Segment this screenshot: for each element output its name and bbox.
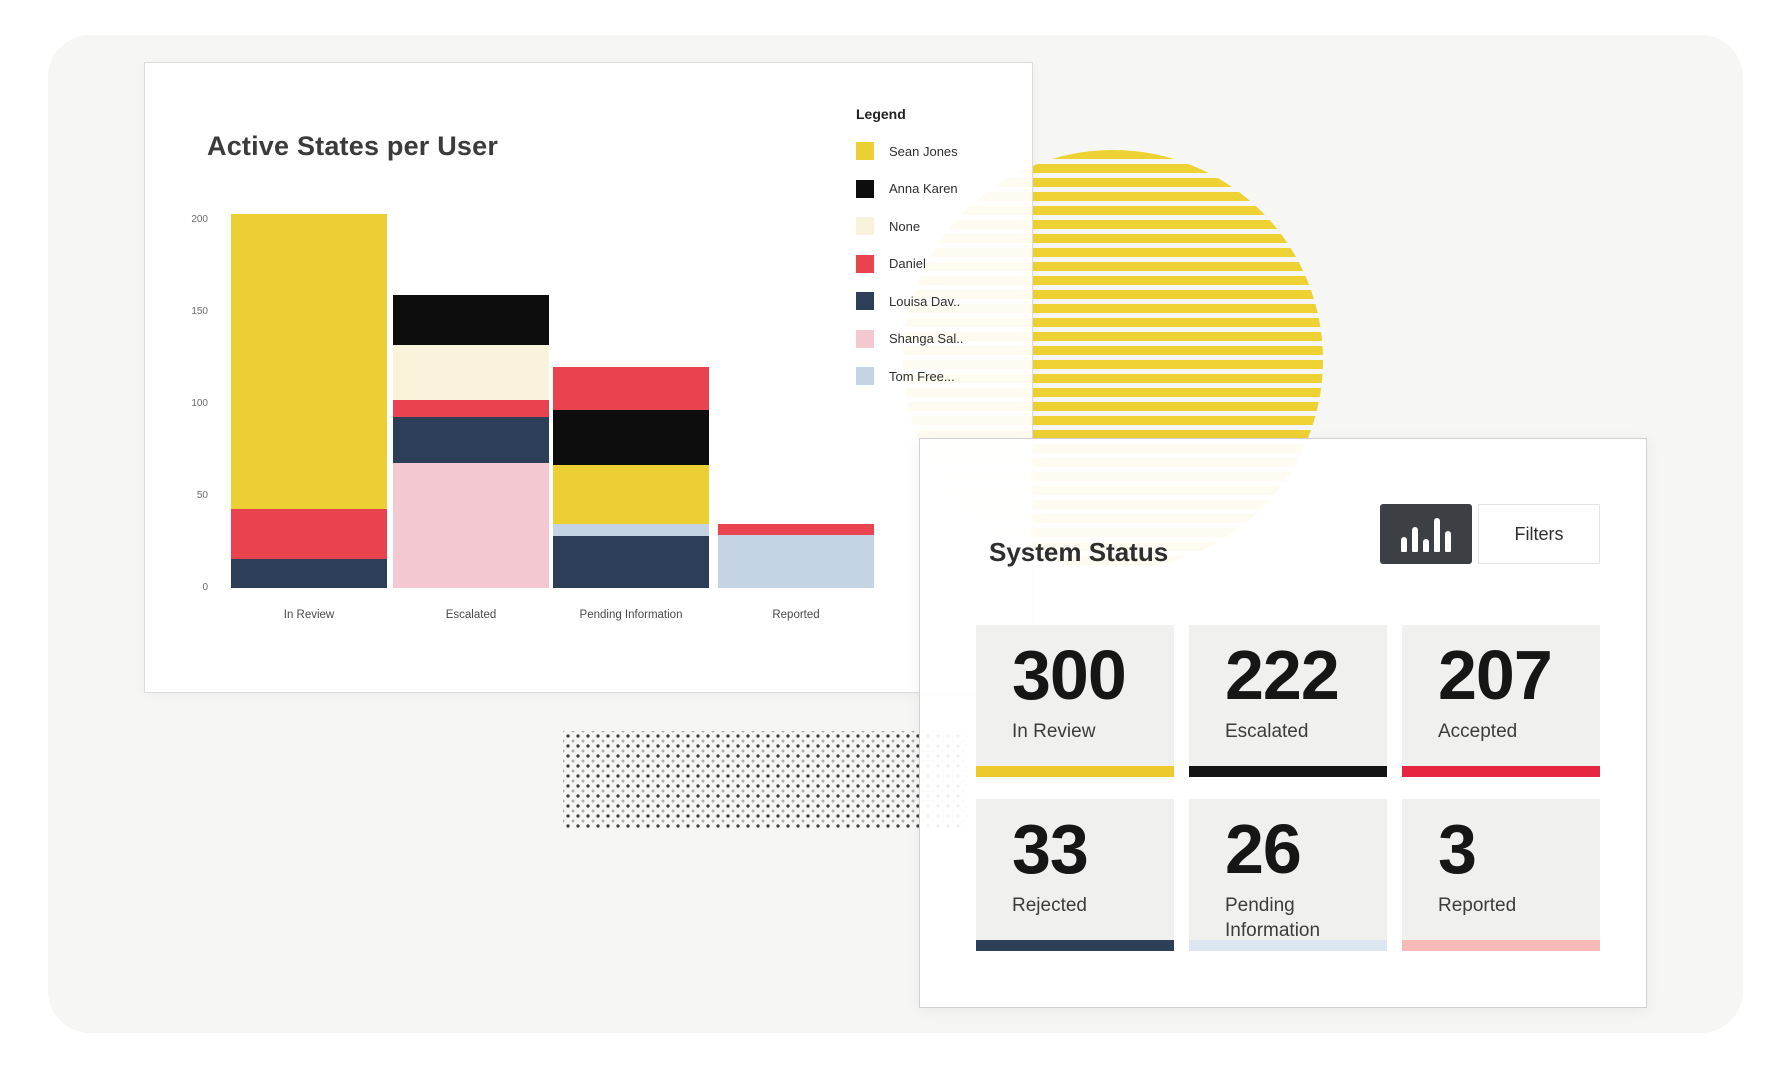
system-status-card: System Status Filters 300 In Review 222 Esc… (919, 438, 1647, 1008)
bar-segment-anna-karen[interactable] (393, 295, 549, 346)
legend-item-tom-free[interactable]: Tom Free... (856, 367, 1026, 385)
y-axis-tick-label: 50 (196, 490, 208, 501)
stat-tile-in-review[interactable]: 300 In Review (976, 625, 1174, 777)
bar-segment-louisa-dav[interactable] (393, 416, 549, 463)
bar-segment-daniel[interactable] (553, 367, 709, 410)
bar-segment-sean-jones[interactable] (231, 214, 387, 509)
legend-item-daniel[interactable]: Daniel (856, 254, 1026, 273)
bar-segment-none[interactable] (393, 345, 549, 401)
legend-swatch (856, 179, 874, 198)
stat-tile-pending-information[interactable]: 26 Pending Information (1189, 799, 1387, 951)
stat-underline (1402, 940, 1600, 951)
bar-segment-louisa-dav[interactable] (553, 536, 709, 588)
bar-chart-icon (1401, 518, 1451, 552)
bar-segment-daniel[interactable] (718, 523, 874, 535)
filters-button[interactable]: Filters (1478, 504, 1600, 564)
chart-card: Active States per User 0 50 100 150 200 In Re… (144, 62, 1033, 693)
stat-tile-rejected[interactable]: 33 Rejected (976, 799, 1174, 951)
bar-segment-tom-free[interactable] (553, 523, 709, 537)
chart-title: Active States per User (207, 131, 499, 162)
x-axis-label: Escalated (445, 609, 497, 621)
legend-items: Sean Jones Anna Karen None Daniel Louisa Dav… (856, 142, 1026, 385)
stat-value: 26 (1225, 810, 1302, 888)
chart-view-button[interactable] (1380, 504, 1472, 564)
legend-label: Louisa Dav.. (889, 293, 961, 309)
y-axis-tick-label: 150 (191, 306, 208, 317)
bar-escalated (393, 295, 549, 588)
legend-item-none[interactable]: None (856, 217, 1026, 235)
stat-underline (976, 940, 1174, 951)
legend-item-shanga-sal[interactable]: Shanga Sal.. (856, 329, 1026, 348)
stat-label: Escalated (1225, 721, 1309, 742)
y-axis-tick-label: 200 (191, 214, 208, 225)
status-card-actions: Filters (1380, 504, 1600, 564)
legend-label: Anna Karen (889, 181, 958, 196)
stat-label: Pending Information (1225, 895, 1321, 941)
x-axis-label: Pending Information (579, 609, 683, 621)
legend-label: Daniel (889, 256, 926, 271)
stat-value: 222 (1225, 636, 1340, 714)
bar-segment-louisa-dav[interactable] (231, 558, 387, 588)
legend-item-anna-karen[interactable]: Anna Karen (856, 179, 1026, 198)
legend-title: Legend (856, 106, 906, 122)
bar-reported (718, 523, 874, 588)
y-axis-tick-label: 100 (191, 398, 208, 409)
bar-segment-daniel[interactable] (393, 400, 549, 417)
legend-label: Shanga Sal.. (889, 331, 964, 346)
halftone-dots-decoration (563, 731, 967, 829)
chart-legend: Legend Sean Jones Anna Karen None Daniel Lou… (856, 106, 1026, 385)
bar-segment-shanga-sal[interactable] (393, 462, 549, 588)
stat-label: Accepted (1438, 721, 1518, 742)
stat-underline (976, 766, 1174, 777)
stat-tile-reported[interactable]: 3 Reported (1402, 799, 1600, 951)
stat-label: Reported (1438, 895, 1517, 916)
bar-segment-tom-free[interactable] (718, 534, 874, 588)
stat-value: 207 (1438, 636, 1553, 714)
bar-segment-daniel[interactable] (231, 508, 387, 559)
stat-underline (1189, 766, 1387, 777)
bar-segment-anna-karen[interactable] (553, 409, 709, 465)
stat-label: In Review (1012, 721, 1096, 742)
x-axis-label: In Review (283, 609, 335, 621)
status-card-title: System Status (989, 536, 1169, 567)
status-tiles: 300 In Review 222 Escalated 207 Accepted 33 Rej… (976, 625, 1600, 951)
legend-label: Sean Jones (889, 143, 958, 159)
stat-value: 3 (1438, 810, 1477, 888)
legend-swatch (856, 254, 874, 273)
y-axis-tick-label: 0 (202, 582, 208, 593)
legend-swatch (856, 367, 874, 385)
chart-plot: 0 50 100 150 200 In Review Escalated Pending In… (145, 63, 1032, 692)
bar-pending-information (553, 367, 709, 588)
legend-item-louisa-dav[interactable]: Louisa Dav.. (856, 292, 1026, 310)
legend-item-sean-jones[interactable]: Sean Jones (856, 142, 1026, 160)
legend-swatch (856, 217, 874, 235)
legend-label: Tom Free... (889, 368, 955, 384)
stat-underline (1402, 766, 1600, 777)
stat-value: 33 (1012, 810, 1089, 888)
stat-label: Rejected (1012, 895, 1087, 916)
stat-tile-accepted[interactable]: 207 Accepted (1402, 625, 1600, 777)
legend-swatch (856, 292, 874, 310)
bar-segment-sean-jones[interactable] (553, 464, 709, 524)
x-axis-label: Reported (772, 609, 820, 621)
bar-in-review (231, 214, 387, 588)
stat-value: 300 (1012, 636, 1127, 714)
stat-tile-escalated[interactable]: 222 Escalated (1189, 625, 1387, 777)
legend-label: None (889, 218, 921, 234)
legend-swatch (856, 329, 874, 348)
stat-underline (1189, 940, 1387, 951)
legend-swatch (856, 142, 874, 160)
